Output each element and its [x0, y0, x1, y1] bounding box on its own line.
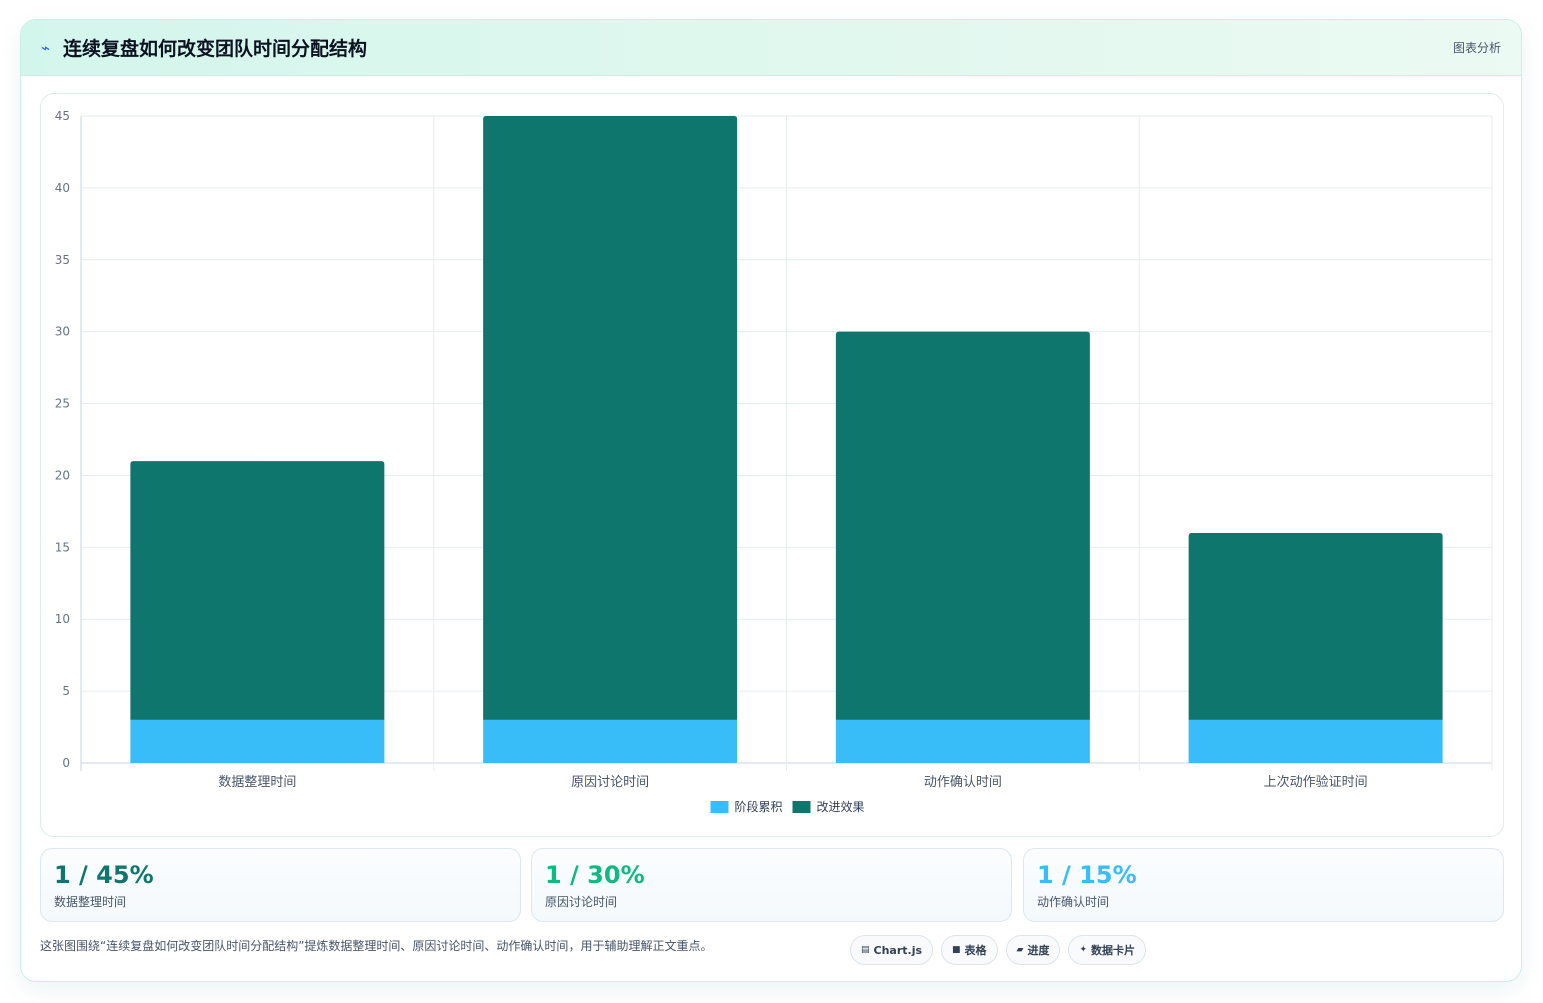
stat-value: 1 / 15% — [1037, 861, 1137, 889]
legend-label: 改进效果 — [817, 799, 865, 814]
chip-data-card[interactable]: ✦ 数据卡片 — [1068, 935, 1147, 965]
y-tick-label: 45 — [55, 109, 70, 123]
chip-progress[interactable]: ▰ 进度 — [1005, 935, 1061, 965]
progress-icon: ▰ — [1016, 945, 1024, 955]
card-header: ⌁ 连续复盘如何改变团队时间分配结构 图表分析 — [21, 20, 1521, 76]
chip-chartjs[interactable]: ▤ Chart.js — [850, 935, 934, 965]
bar-stage-4 — [1188, 719, 1443, 763]
bar-effect-2 — [483, 116, 738, 720]
bar-stage-1 — [130, 719, 385, 763]
x-category-label: 上次动作验证时间 — [1264, 774, 1368, 790]
chip-label: 表格 — [964, 944, 987, 957]
sparkle-icon: ✦ — [1079, 945, 1088, 955]
card-title: 连续复盘如何改变团队时间分配结构 — [63, 38, 368, 60]
stat-cards: 1 / 45% 数据整理时间 1 / 30% 原因讨论时间 1 / 15% 动作… — [40, 848, 1504, 922]
tag-chips: ▤ Chart.js ■ 表格 ▰ 进度 ✦ 数据卡片 — [850, 935, 1147, 965]
legend-swatch — [710, 801, 729, 813]
y-tick-label: 20 — [55, 468, 70, 482]
stacked-bar-chart: 0 5 10 15 20 25 30 35 40 45 数据整理时间 原因讨论时间 动作确认时间 上次动作… — [55, 109, 1493, 814]
y-tick-label: 30 — [55, 325, 70, 339]
stat-label: 动作确认时间 — [1037, 895, 1110, 909]
header-tag: 图表分析 — [1452, 41, 1501, 55]
y-tick-label: 25 — [55, 397, 70, 411]
stat-card-1: 1 / 45% 数据整理时间 — [40, 848, 521, 922]
bar-effect-1 — [130, 461, 385, 720]
chip-label: Chart.js — [873, 943, 923, 957]
bar-stage-2 — [483, 719, 738, 763]
chip-label: 数据卡片 — [1091, 944, 1136, 957]
x-category-label: 原因讨论时间 — [571, 775, 649, 790]
stat-value: 1 / 30% — [545, 861, 645, 889]
stat-label: 数据整理时间 — [54, 895, 127, 909]
stat-value: 1 / 45% — [54, 861, 154, 889]
y-tick-label: 0 — [62, 756, 70, 770]
x-category-label: 动作确认时间 — [924, 775, 1002, 790]
chart-icon: ▤ — [861, 945, 870, 955]
chart-description: 这张图围绕“连续复盘如何改变团队时间分配结构”提炼数据整理时间、原因讨论时间、动… — [40, 939, 713, 953]
bolt-icon: ⌁ — [41, 39, 51, 57]
stat-label: 原因讨论时间 — [545, 895, 618, 909]
legend-swatch — [792, 801, 811, 813]
bar-effect-3 — [835, 331, 1090, 720]
y-tick-label: 10 — [55, 612, 70, 626]
legend-label: 阶段累积 — [735, 799, 783, 814]
chip-label: 进度 — [1027, 944, 1050, 957]
chip-table[interactable]: ■ 表格 — [941, 935, 998, 965]
stat-card-2: 1 / 30% 原因讨论时间 — [531, 848, 1012, 922]
y-tick-label: 40 — [55, 181, 70, 195]
stat-card-3: 1 / 15% 动作确认时间 — [1023, 848, 1504, 922]
bar-effect-4 — [1188, 532, 1443, 720]
y-tick-label: 15 — [55, 540, 70, 554]
table-icon: ■ — [952, 945, 961, 955]
chart-container: 0 5 10 15 20 25 30 35 40 45 数据整理时间 原因讨论时间 动作确认时间 上次动作… — [40, 93, 1504, 837]
x-category-label: 数据整理时间 — [218, 775, 296, 790]
chart-card: ⌁ 连续复盘如何改变团队时间分配结构 图表分析 0 5 10 15 20 25 30 35 40… — [20, 19, 1522, 982]
y-tick-label: 5 — [62, 684, 70, 698]
bar-stage-3 — [835, 719, 1090, 763]
y-tick-label: 35 — [55, 253, 70, 267]
